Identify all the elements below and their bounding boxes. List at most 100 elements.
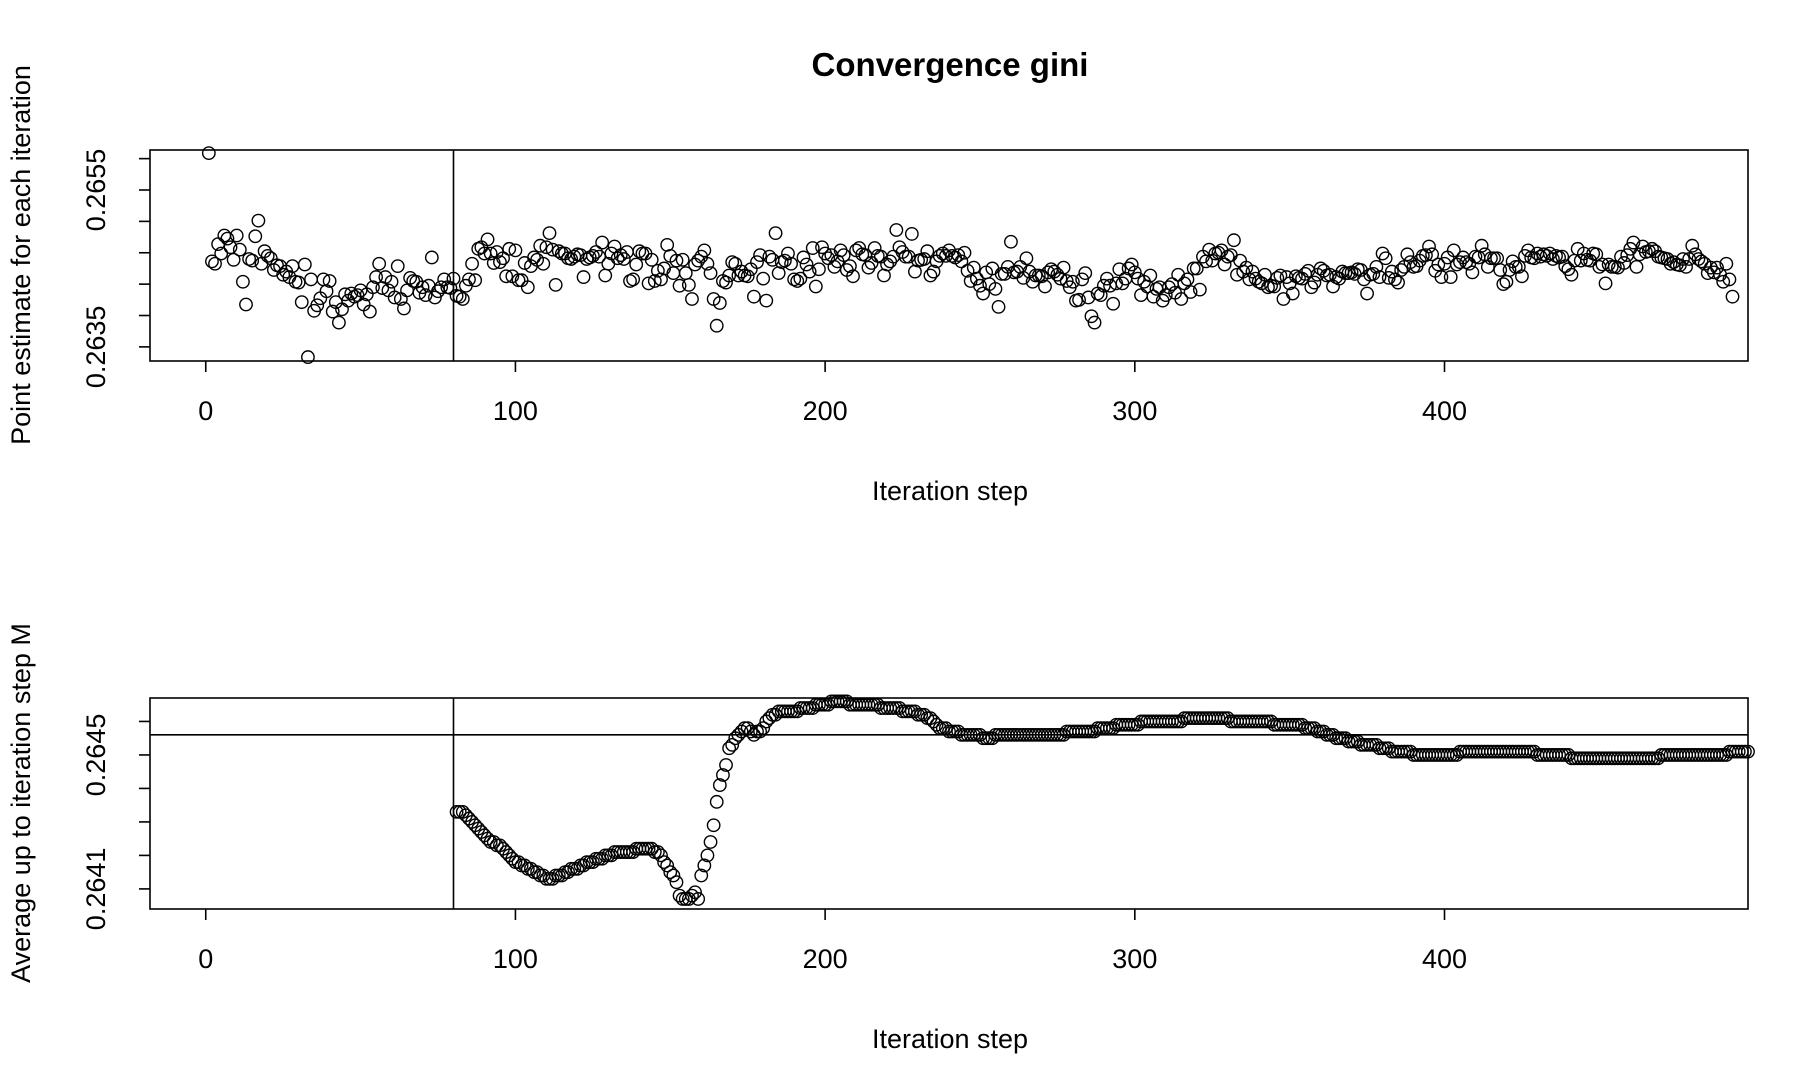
data-point	[1741, 744, 1755, 759]
data-point	[616, 845, 631, 859]
data-point	[626, 272, 641, 287]
data-point	[1257, 714, 1272, 729]
data-point	[644, 252, 659, 267]
data-point	[1158, 288, 1173, 303]
data-point	[1270, 270, 1285, 285]
data-point	[1394, 263, 1409, 277]
data-point	[1307, 275, 1322, 290]
data-point	[1614, 249, 1628, 264]
data-point	[390, 259, 405, 273]
data-point	[830, 694, 845, 709]
data-point	[1189, 261, 1204, 276]
data-point	[762, 249, 777, 264]
data-point	[805, 241, 820, 255]
data-point	[418, 288, 433, 303]
data-point	[926, 264, 941, 279]
data-point	[740, 269, 755, 284]
data-point	[310, 298, 325, 313]
data-point	[1363, 737, 1378, 752]
data-point	[579, 855, 594, 870]
y-tick-label: 0.2635	[81, 306, 111, 389]
data-point	[722, 268, 737, 283]
data-point	[969, 271, 984, 286]
data-point	[1341, 734, 1356, 749]
data-point	[703, 835, 718, 849]
data-point	[1050, 727, 1065, 742]
data-point	[1078, 266, 1093, 281]
data-point	[424, 250, 439, 265]
data-point	[719, 275, 733, 290]
data-point	[886, 701, 901, 715]
data-point	[462, 272, 476, 287]
data-point	[666, 868, 681, 883]
data-point	[1217, 257, 1232, 272]
data-point	[1372, 741, 1387, 756]
data-point	[768, 226, 783, 241]
data-point	[1431, 257, 1446, 272]
data-point	[576, 270, 591, 284]
data-point	[920, 244, 935, 259]
data-point	[632, 244, 647, 259]
data-point	[1257, 267, 1272, 282]
data-point	[551, 244, 566, 259]
data-point	[1626, 235, 1641, 250]
plot-frame-bottom	[149, 697, 1749, 910]
data-point	[1177, 276, 1192, 291]
data-point	[319, 284, 334, 299]
data-point	[539, 871, 554, 886]
data-point	[1515, 269, 1529, 284]
data-point	[548, 278, 563, 292]
data-point	[1719, 256, 1734, 271]
data-point	[610, 251, 625, 266]
data-point	[864, 697, 879, 712]
data-point	[384, 274, 399, 289]
data-point	[332, 315, 346, 330]
data-point	[520, 280, 535, 295]
data-point	[1384, 264, 1399, 279]
data-point	[1273, 268, 1288, 283]
data-point	[248, 229, 263, 244]
data-point	[502, 241, 517, 256]
data-point	[468, 273, 483, 288]
data-point	[592, 249, 606, 264]
data-point	[1124, 717, 1139, 732]
data-point	[434, 280, 449, 295]
data-point	[1440, 748, 1455, 762]
data-point	[833, 694, 848, 709]
data-point	[1511, 259, 1526, 274]
data-point	[397, 301, 411, 316]
data-point	[867, 241, 882, 255]
data-point	[756, 271, 771, 286]
data-point	[672, 278, 687, 293]
plot-frame-top	[149, 149, 1749, 362]
x-axis-label-bottom: Iteration step	[872, 1024, 1028, 1054]
data-point	[499, 269, 514, 284]
data-point	[294, 295, 309, 310]
panel-point-estimates: Iteration step Point estimate for each i…	[6, 65, 1749, 506]
data-point	[539, 240, 554, 255]
data-point	[1100, 721, 1114, 736]
data-point	[784, 704, 798, 719]
data-point	[1499, 274, 1514, 289]
data-point	[1298, 721, 1313, 736]
data-point	[976, 286, 990, 301]
data-point	[629, 257, 644, 272]
data-point	[781, 246, 795, 261]
data-point	[889, 223, 904, 237]
data-point	[954, 254, 969, 269]
data-point	[465, 256, 479, 271]
data-point	[1710, 260, 1724, 275]
data-point	[455, 292, 470, 306]
data-point	[765, 252, 780, 267]
data-point	[613, 248, 628, 263]
data-point	[722, 741, 737, 756]
data-point	[1496, 277, 1511, 292]
data-point	[1694, 254, 1709, 269]
data-point	[1710, 748, 1724, 762]
data-point	[1400, 247, 1415, 262]
data-point	[1174, 292, 1189, 306]
data-point	[1041, 265, 1056, 280]
data-point	[1604, 259, 1619, 274]
data-point	[533, 238, 548, 253]
